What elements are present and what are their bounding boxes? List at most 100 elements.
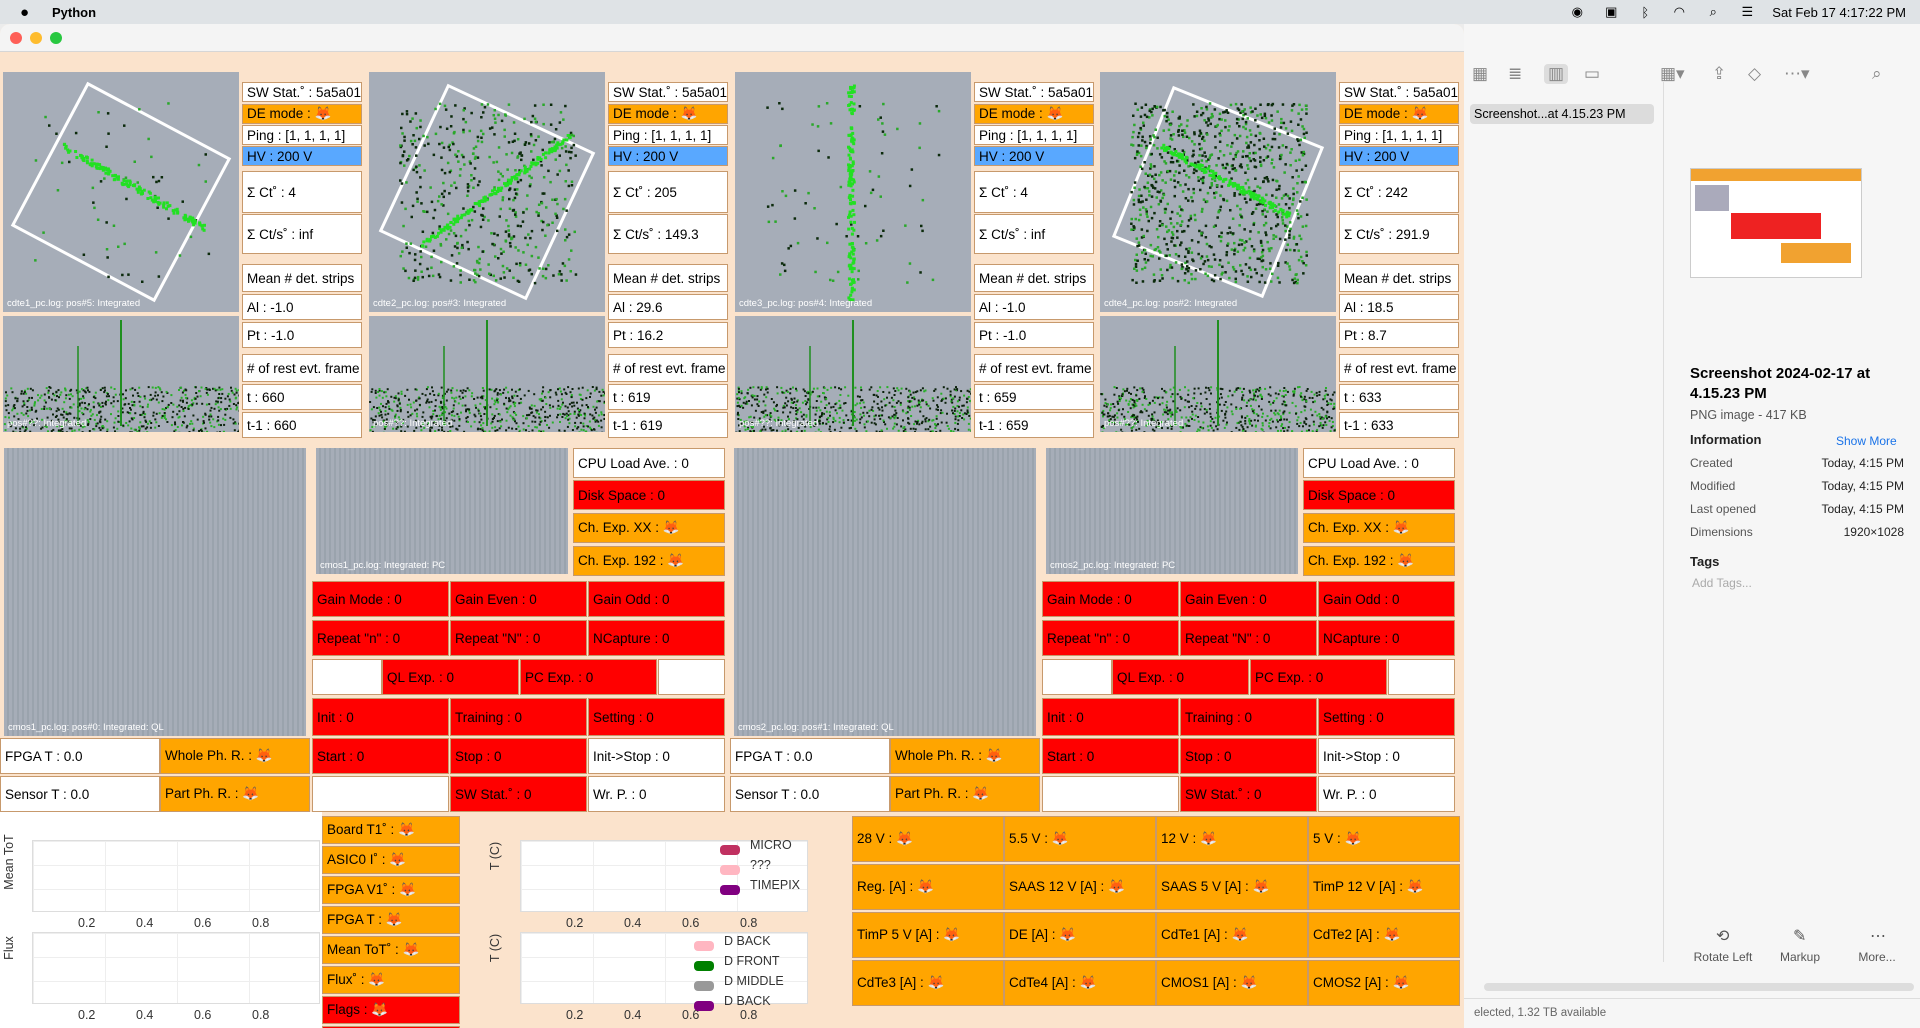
column-view-icon[interactable]: ▥ <box>1544 64 1569 84</box>
wifi-icon[interactable]: ◠ <box>1673 4 1685 19</box>
strips-image-2[interactable]: pos#??: Integrated <box>369 316 605 432</box>
blank-cell <box>312 776 449 812</box>
whole-ph-rate-cell: Whole Ph. R. : 🦊 <box>160 738 310 774</box>
strips-image-4[interactable]: pos#??: Integrated <box>1100 316 1336 432</box>
markup-icon[interactable]: ✎ <box>1793 928 1807 945</box>
repeat-N-cell: Repeat "N" : 0 <box>1180 620 1317 656</box>
menubar: ● Python ◉ ▣ ᛒ ◠ ⌕ ☰ Sat Feb 17 4:17:22 … <box>0 0 1920 24</box>
legend-swatch <box>720 885 740 895</box>
action-label[interactable]: More... <box>1858 950 1896 964</box>
power-cell: CdTe2 [A] : 🦊 <box>1308 912 1460 958</box>
cdte-image-3[interactable]: cdte3_pc.log: pos#4: Integrated <box>735 72 971 312</box>
setting-cell: Setting : 0 <box>1318 698 1455 736</box>
minimize-button[interactable] <box>30 32 42 44</box>
creative-cloud-icon[interactable]: ◉ <box>1571 4 1583 19</box>
display-icon[interactable]: ▣ <box>1605 4 1618 19</box>
x-tick-label: 0.8 <box>252 1008 270 1022</box>
action-label[interactable]: Rotate Left <box>1693 950 1753 964</box>
strips-image-1[interactable]: pos#??: Integrated <box>3 316 239 432</box>
power-cell: DE [A] : 🦊 <box>1004 912 1156 958</box>
show-more-link[interactable]: Show More <box>1836 434 1897 448</box>
search-icon[interactable]: ⌕ <box>1872 64 1882 83</box>
fpga-temp-cell: FPGA T : 0.0 <box>0 738 160 774</box>
cmos-pc-image-2[interactable]: cmos2_pc.log: Integrated: PC <box>1046 448 1298 574</box>
control-center-icon[interactable]: ☰ <box>1741 4 1754 19</box>
de-mode-cell: DE mode : 🦊 <box>608 104 728 124</box>
cmos-ql-image-2[interactable]: cmos2_pc.log: pos#1: Integrated: QL <box>734 448 1036 736</box>
file-item[interactable]: Screenshot...at 4.15.23 PM <box>1470 104 1654 124</box>
x-tick-label: 0.2 <box>566 1008 584 1022</box>
cdte-image-caption: cdte4_pc.log: pos#2: Integrated <box>1104 298 1238 309</box>
legend-swatch <box>694 941 714 951</box>
app-name[interactable]: Python <box>52 4 97 20</box>
icon-view-icon[interactable]: ▦ <box>1472 64 1489 83</box>
power-cell: CMOS1 [A] : 🦊 <box>1156 960 1308 1006</box>
power-cell: CMOS2 [A] : 🦊 <box>1308 960 1460 1006</box>
gallery-view-icon[interactable]: ▭ <box>1584 64 1601 83</box>
tag-icon[interactable]: ◇ <box>1748 64 1762 83</box>
menubar-clock[interactable]: Sat Feb 17 4:17:22 PM <box>1772 4 1906 20</box>
power-cell: 5 V : 🦊 <box>1308 816 1460 862</box>
legend-label: TIMEPIX <box>750 878 801 892</box>
ping-cell: Ping : [1, 1, 1, 1] <box>242 125 362 145</box>
share-icon[interactable]: ⇪ <box>1712 64 1727 83</box>
x-tick-label: 0.6 <box>194 916 212 930</box>
pt-cell: Pt : -1.0 <box>974 322 1094 348</box>
strips-image-caption: pos#??: Integrated <box>373 418 453 429</box>
bluetooth-icon[interactable]: ᛒ <box>1641 4 1650 20</box>
x-tick-label: 0.4 <box>136 916 154 930</box>
sw-status-cell: SW Stat.˚ : 5a5a010 <box>974 82 1094 102</box>
t-minus-1-cell: t-1 : 619 <box>608 412 728 438</box>
t-cell: t : 633 <box>1339 384 1459 410</box>
python-window: cdte1_pc.log: pos#5: Integrated pos#??: I… <box>0 24 1464 1028</box>
temperature-plot-1[interactable] <box>520 840 808 912</box>
cpu-load-cell: CPU Load Ave. : 0 <box>573 448 725 478</box>
temp2-axis-label: T (C) <box>488 933 502 963</box>
cdte-image-4[interactable]: cdte4_pc.log: pos#2: Integrated <box>1100 72 1336 312</box>
rest-frame-cell: # of rest evt. frame <box>974 354 1094 382</box>
cmos-pc-image-1[interactable]: cmos1_pc.log: Integrated: PC <box>316 448 568 574</box>
list-view-icon[interactable]: ≣ <box>1508 64 1523 83</box>
disk-space-cell: Disk Space : 0 <box>573 480 725 510</box>
cdte-image-1[interactable]: cdte1_pc.log: pos#5: Integrated <box>3 72 239 312</box>
blank-cell <box>1042 776 1179 812</box>
legend-label: ??? <box>750 858 771 872</box>
info-value: Today, 4:15 PM <box>1821 479 1905 493</box>
x-tick-label: 0.2 <box>78 916 96 930</box>
pt-cell: Pt : -1.0 <box>242 322 362 348</box>
strips-image-3[interactable]: pos#??: Integrated <box>735 316 971 432</box>
cdte-image-2[interactable]: cdte2_pc.log: pos#3: Integrated <box>369 72 605 312</box>
legend-swatch <box>720 845 740 855</box>
information-heading: Information <box>1690 432 1762 447</box>
rotate-left-icon[interactable]: ⟲ <box>1716 928 1730 945</box>
mean-strips-cell: Mean # det. strips <box>242 264 362 292</box>
add-tags-field[interactable]: Add Tags... <box>1692 576 1752 590</box>
mean-tot-plot[interactable] <box>32 840 320 912</box>
more-actions-icon[interactable]: ⋯▾ <box>1784 64 1810 83</box>
zoom-button[interactable] <box>50 32 62 44</box>
mean-tot-axis-label: Mean ToT <box>2 834 16 890</box>
count-cell: Σ Ct˚ : 205 <box>608 171 728 213</box>
ch-exp-192-cell: Ch. Exp. 192 : 🦊 <box>573 546 725 576</box>
action-label[interactable]: Markup <box>1779 950 1820 964</box>
cmos-ql-image-1[interactable]: cmos1_pc.log: pos#0: Integrated: QL <box>4 448 306 736</box>
pt-cell: Pt : 8.7 <box>1339 322 1459 348</box>
horizontal-scrollbar[interactable] <box>1484 983 1914 991</box>
search-icon[interactable]: ⌕ <box>1709 4 1717 19</box>
temperature-plot-2[interactable] <box>520 932 808 1004</box>
apple-icon[interactable]: ● <box>20 3 30 21</box>
hv-cell: HV : 200 V <box>242 146 362 166</box>
power-cell: TimP 12 V [A] : 🦊 <box>1308 864 1460 910</box>
sw-stat-cell: SW Stat.˚ : 0 <box>1180 776 1317 812</box>
power-cell: SAAS 5 V [A] : 🦊 <box>1156 864 1308 910</box>
x-tick-label: 0.8 <box>252 916 270 930</box>
mean-strips-cell: Mean # det. strips <box>608 264 728 292</box>
close-button[interactable] <box>10 32 22 44</box>
training-cell: Training : 0 <box>1180 698 1317 736</box>
flux-plot[interactable] <box>32 932 320 1004</box>
ncapture-cell: NCapture : 0 <box>588 620 725 656</box>
more-icon[interactable]: ⋯ <box>1870 928 1886 945</box>
count-cell: Σ Ct˚ : 4 <box>974 171 1094 213</box>
power-cell: SAAS 12 V [A] : 🦊 <box>1004 864 1156 910</box>
group-icon[interactable]: ▦▾ <box>1660 64 1685 83</box>
